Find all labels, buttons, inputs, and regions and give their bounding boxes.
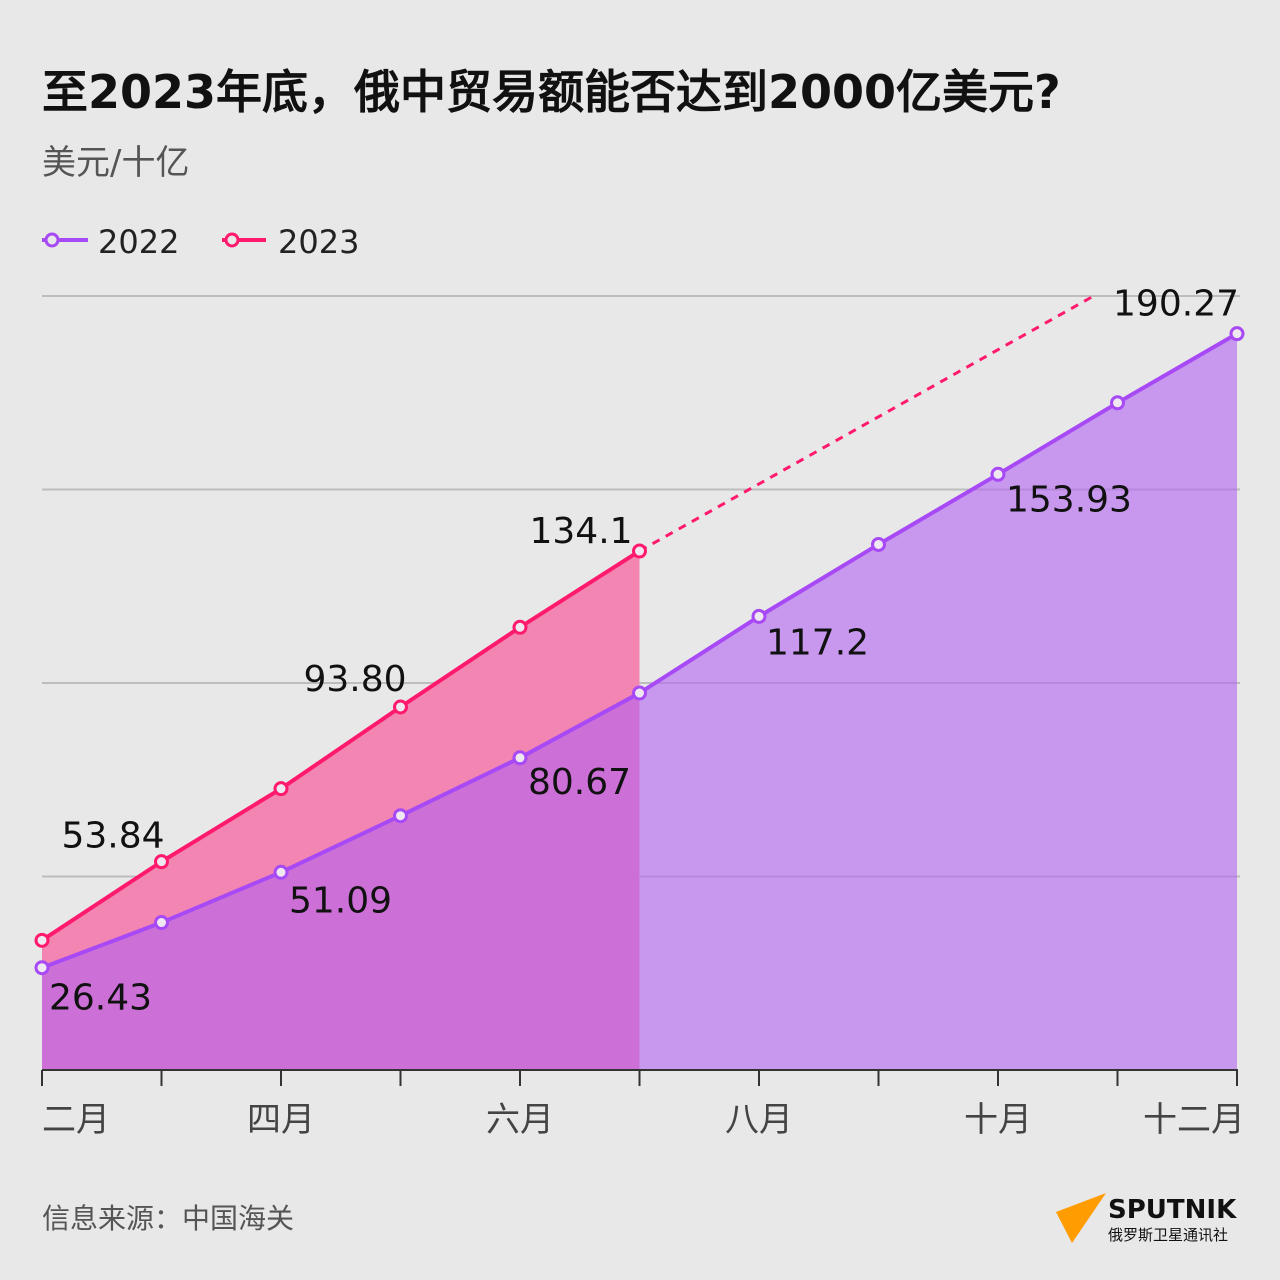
logo-name: SPUTNIK xyxy=(1108,1195,1237,1225)
data-label-2022-10: 190.27 xyxy=(1113,284,1239,325)
x-tick-label-10: 十二月 xyxy=(1143,1100,1245,1140)
x-tick-label-0: 二月 xyxy=(42,1100,110,1140)
data-label-2023-3: 93.80 xyxy=(304,659,407,700)
point-2022-5 xyxy=(632,685,647,701)
point-2023-3 xyxy=(393,699,408,715)
data-label-2023-1: 53.84 xyxy=(62,816,165,857)
point-2022-0 xyxy=(34,960,50,976)
x-tick-label-2: 四月 xyxy=(247,1100,315,1140)
point-2022-3 xyxy=(393,808,408,824)
x-tick-label-8: 十月 xyxy=(964,1100,1032,1140)
point-2022-9 xyxy=(1110,395,1125,411)
data-label-2022-4: 80.67 xyxy=(528,762,631,803)
sputnik-logo: SPUTNIK 俄罗斯卫星通讯社 xyxy=(1056,1193,1237,1244)
legend-marker-2022 xyxy=(44,232,60,248)
area-2022 xyxy=(42,333,1237,1070)
data-label-2022-0: 26.43 xyxy=(49,978,152,1019)
y-axis-unit: 美元/十亿 xyxy=(42,143,189,183)
point-2023-5 xyxy=(632,543,647,559)
point-2023-0 xyxy=(34,932,50,948)
data-label-2022-6: 117.2 xyxy=(766,622,869,663)
line-2023 xyxy=(40,549,641,943)
point-2022-10 xyxy=(1229,326,1245,342)
legend: 2022 2023 xyxy=(42,223,359,261)
point-2022-6 xyxy=(751,608,767,624)
point-2022-2 xyxy=(273,864,289,880)
projection-line-2023 xyxy=(638,294,1095,553)
data-label-2022-2: 51.09 xyxy=(289,880,392,921)
legend-label-2023: 2023 xyxy=(278,223,359,261)
point-2022-4 xyxy=(512,750,528,766)
sputnik-logo-icon xyxy=(1056,1193,1106,1243)
legend-marker-2023 xyxy=(224,232,240,248)
point-2023-1 xyxy=(154,854,169,870)
point-2023-4 xyxy=(512,619,528,635)
legend-label-2022: 2022 xyxy=(98,223,179,261)
point-2023-2 xyxy=(273,781,289,797)
source-note: 信息来源：中国海关 xyxy=(42,1202,294,1235)
x-tick-label-6: 八月 xyxy=(725,1100,793,1140)
data-label-2022-8: 153.93 xyxy=(1006,479,1132,520)
logo-subtitle: 俄罗斯卫星通讯社 xyxy=(1108,1226,1228,1244)
point-2022-7 xyxy=(871,536,886,552)
x-tick-label-4: 六月 xyxy=(486,1100,554,1140)
chart-title: 至2023年底，俄中贸易额能否达到2000亿美元? xyxy=(42,65,1061,119)
data-label-2023-5: 134.1 xyxy=(530,511,633,552)
point-2022-8 xyxy=(990,466,1006,482)
point-2022-1 xyxy=(154,915,169,931)
